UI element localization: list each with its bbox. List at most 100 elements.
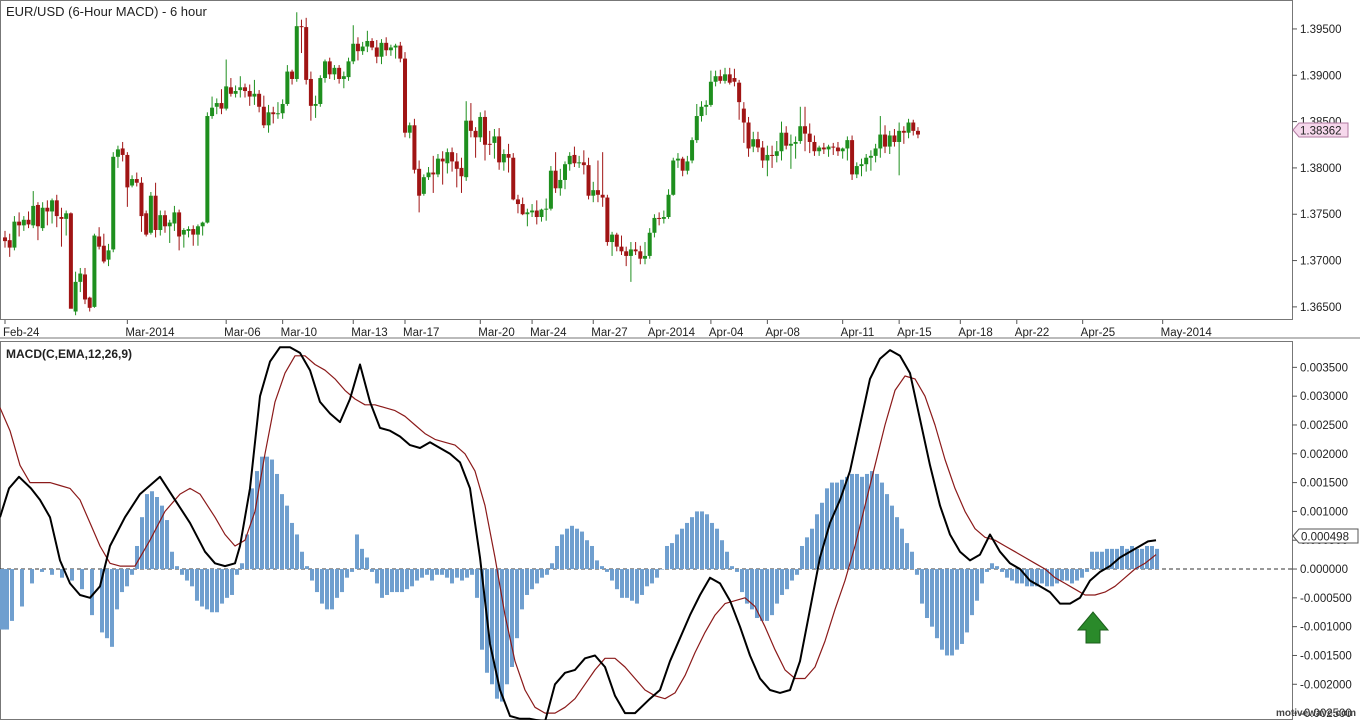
candle-body <box>290 71 295 79</box>
histogram-bar <box>335 569 339 598</box>
histogram-bar <box>170 551 174 570</box>
histogram-bar <box>1100 551 1104 570</box>
candle-body <box>723 74 728 81</box>
histogram-bar <box>800 545 804 570</box>
histogram-bar <box>955 569 959 650</box>
date-tick-label: Mar-20 <box>478 327 514 339</box>
histogram-bar <box>245 534 249 570</box>
macd-y-axis: 0.003500 0.003000 0.002500 0.002000 0.001500… <box>1292 362 1352 720</box>
candle-body <box>887 135 892 147</box>
candle-body <box>534 210 539 218</box>
histogram-bar <box>1005 569 1009 578</box>
histogram-bar <box>40 569 44 572</box>
histogram-bar <box>300 551 304 570</box>
macd-y-tick-label: 0.003000 <box>1300 391 1348 403</box>
candle-body <box>864 157 869 165</box>
candle-body <box>553 170 558 189</box>
date-tick-label: Feb-24 <box>3 327 40 339</box>
candle-body <box>567 155 572 165</box>
histogram-bar <box>610 569 614 581</box>
histogram-bar <box>975 569 979 601</box>
candle-body <box>873 148 878 156</box>
candle-body <box>172 212 177 224</box>
candle-body <box>205 116 210 223</box>
histogram-bar <box>655 569 659 578</box>
candle-body <box>346 61 351 78</box>
histogram-bar <box>460 569 464 581</box>
candle-body <box>243 87 248 92</box>
candle-body <box>610 234 615 243</box>
histogram-bar <box>875 473 879 570</box>
macd-line <box>0 346 1157 720</box>
candle-body <box>31 205 36 226</box>
candle-body <box>487 143 492 145</box>
histogram-bar <box>640 569 644 595</box>
candle-body <box>323 61 328 79</box>
candle-body <box>647 232 652 256</box>
histogram-bar <box>950 569 954 656</box>
candle-body <box>760 147 765 161</box>
histogram-bar <box>1060 569 1064 581</box>
histogram-bar <box>290 522 294 570</box>
histogram-bar <box>250 488 254 570</box>
date-tick-label: Mar-2014 <box>125 327 175 339</box>
histogram-bar <box>20 569 24 607</box>
histogram-bar <box>785 569 789 590</box>
histogram-bar <box>220 569 224 604</box>
candle-body <box>840 148 845 152</box>
candle-body <box>859 164 864 167</box>
histogram-bar <box>925 569 929 619</box>
candle-body <box>148 195 153 233</box>
histogram-bar <box>355 534 359 570</box>
histogram-bar <box>935 569 939 639</box>
candle-body <box>280 103 285 114</box>
last-macd-label: 0.000498 <box>1292 528 1359 544</box>
candle-body <box>614 234 619 247</box>
candle-body <box>252 93 257 97</box>
histogram-bar <box>1050 569 1054 587</box>
histogram-bar <box>130 569 134 575</box>
candle-body <box>478 116 483 138</box>
histogram-bar <box>280 494 284 570</box>
candle-body <box>530 210 535 213</box>
candle-body <box>821 147 826 150</box>
histogram-bar <box>945 569 949 656</box>
histogram-bar <box>1105 548 1109 570</box>
histogram-bar <box>635 569 639 604</box>
candle-body <box>35 204 40 227</box>
price-y-tick-label: 1.37500 <box>1300 209 1342 221</box>
histogram-bar <box>815 514 819 570</box>
histogram-bar <box>940 569 944 650</box>
histogram-bar <box>70 569 74 581</box>
date-tick-label: Mar-24 <box>530 327 567 339</box>
candle-body <box>581 162 586 166</box>
histogram-bar <box>585 540 589 570</box>
histogram-bar <box>1120 545 1124 570</box>
price-chart-title: EUR/USD (6-Hour MACD) - 6 hour <box>6 4 207 19</box>
histogram-bar <box>215 569 219 613</box>
candle-body <box>134 179 139 183</box>
histogram-bar <box>820 502 824 570</box>
histogram-bar <box>230 569 234 595</box>
candle-body <box>755 139 760 148</box>
candle-body <box>633 249 638 252</box>
date-tick-label: Mar-13 <box>351 327 387 339</box>
candle-body <box>219 103 224 109</box>
histogram-bar <box>630 569 634 601</box>
histogram-bar <box>685 522 689 570</box>
candle-body <box>680 158 685 171</box>
histogram-bar <box>705 514 709 570</box>
histogram-bar <box>790 569 794 581</box>
candle-body <box>181 229 186 235</box>
candle-body <box>412 125 417 170</box>
histogram-bar <box>360 548 364 570</box>
histogram-bar <box>1140 548 1144 570</box>
candle-body <box>727 74 732 83</box>
date-tick-label: May-2014 <box>1161 327 1213 339</box>
histogram-bar <box>595 560 599 570</box>
candle-body <box>426 172 431 178</box>
histogram-bar <box>260 456 264 570</box>
candle-body <box>793 141 798 144</box>
candle-body <box>619 246 624 252</box>
candle-body <box>403 58 408 133</box>
